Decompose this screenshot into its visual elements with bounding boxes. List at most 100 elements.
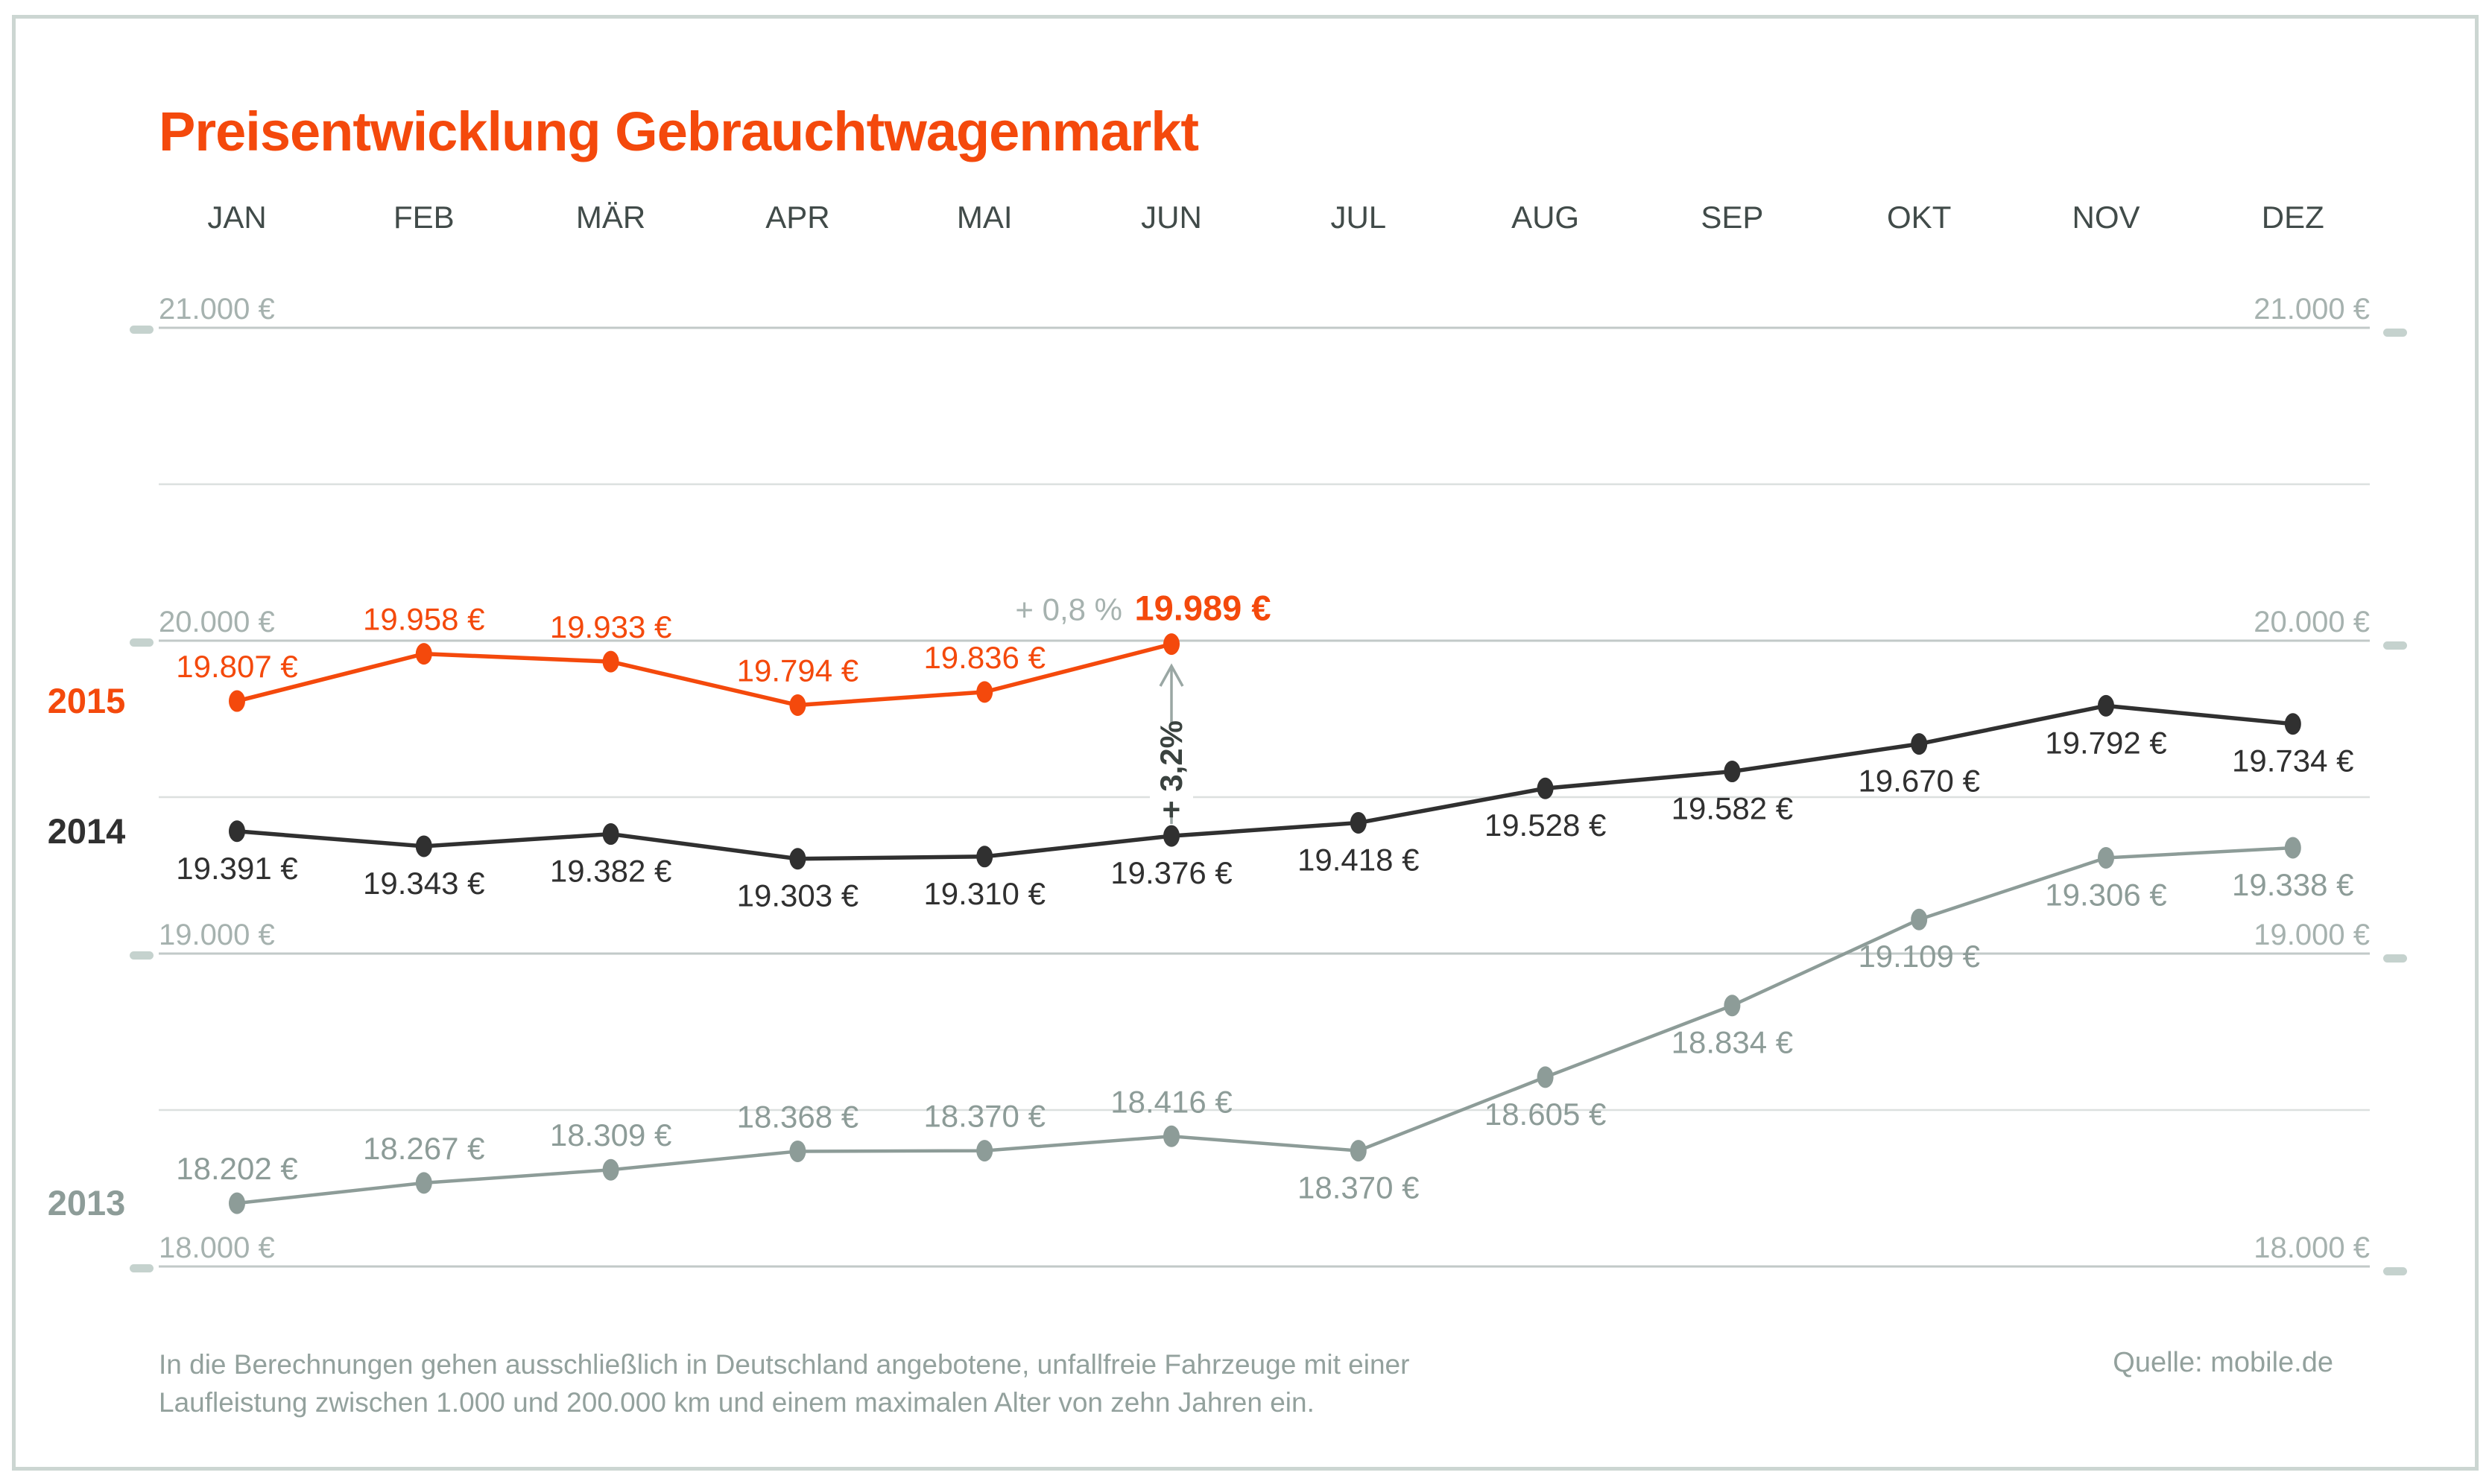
- source-credit: Quelle: mobile.de: [2113, 1347, 2333, 1378]
- value-label-2014-MÄR: 19.382 €: [550, 854, 672, 889]
- data-point-2014-DEZ: [2284, 713, 2301, 735]
- y-axis-tick-left-20000: [130, 638, 154, 647]
- data-point-2013-MÄR: [602, 1158, 619, 1181]
- mom-change-label: + 0,8 %: [1015, 592, 1122, 627]
- yoy-label-backing: [1150, 724, 1193, 815]
- data-point-2014-MÄR: [602, 823, 619, 846]
- footnote-line-2: Laufleistung zwischen 1.000 und 200.000 …: [159, 1387, 1315, 1418]
- month-label-NOV: NOV: [2072, 200, 2140, 235]
- data-point-2013-APR: [789, 1140, 806, 1162]
- value-label-2015-FEB: 19.958 €: [363, 602, 485, 637]
- value-label-2013-JUN: 18.416 €: [1110, 1084, 1233, 1119]
- month-label-MÄR: MÄR: [576, 200, 645, 235]
- data-point-2015-MAI: [976, 681, 993, 703]
- value-label-2014-FEB: 19.343 €: [363, 866, 485, 901]
- y-axis-tick-left-18000: [130, 1264, 154, 1272]
- value-label-2013-APR: 18.368 €: [737, 1099, 859, 1134]
- y-axis-label-right-20000: 20.000 €: [2254, 606, 2370, 638]
- data-point-2013-JUL: [1350, 1140, 1367, 1162]
- month-label-SEP: SEP: [1701, 200, 1763, 235]
- data-point-2015-JUN: [1163, 633, 1180, 656]
- value-label-2013-DEZ: 19.338 €: [2232, 867, 2354, 902]
- value-label-2014-DEZ: 19.734 €: [2232, 743, 2354, 779]
- value-label-2014-APR: 19.303 €: [737, 878, 859, 913]
- value-label-2015-JUN: 19.989 €: [1135, 589, 1271, 628]
- data-point-2014-SEP: [1724, 761, 1741, 783]
- month-label-JUL: JUL: [1330, 200, 1386, 235]
- month-label-OKT: OKT: [1887, 200, 1951, 235]
- data-point-2013-NOV: [2098, 846, 2114, 869]
- y-axis-label-left-21000: 21.000 €: [159, 293, 275, 326]
- y-axis-label-right-19000: 19.000 €: [2254, 919, 2370, 951]
- data-point-2013-MAI: [976, 1140, 993, 1162]
- year-label-2014: 2014: [48, 811, 126, 851]
- data-point-2013-JUN: [1163, 1125, 1180, 1147]
- value-label-2013-SEP: 18.834 €: [1672, 1025, 1794, 1060]
- value-label-2013-MAI: 18.370 €: [923, 1099, 1046, 1134]
- value-label-2014-JAN: 19.391 €: [176, 851, 298, 886]
- series-line-2014: [236, 703, 2294, 861]
- month-label-FEB: FEB: [393, 200, 455, 235]
- month-label-JAN: JAN: [207, 200, 266, 235]
- y-axis-tick-left-21000: [130, 326, 154, 334]
- value-label-2013-JAN: 18.202 €: [176, 1151, 298, 1186]
- data-point-2014-JUN: [1163, 825, 1180, 847]
- data-point-2013-DEZ: [2284, 837, 2301, 859]
- y-axis-label-right-21000: 21.000 €: [2254, 293, 2370, 326]
- y-axis-label-left-18000: 18.000 €: [159, 1231, 275, 1264]
- value-label-2015-APR: 19.794 €: [737, 653, 859, 688]
- footnote-line-1: In die Berechnungen gehen ausschließlich…: [159, 1349, 1410, 1380]
- footnote: In die Berechnungen gehen ausschließlich…: [159, 1345, 1409, 1421]
- page-title: Preisentwicklung Gebrauchtwagenmarkt: [159, 100, 1199, 162]
- y-axis-tick-right-19000: [2383, 954, 2407, 963]
- y-axis-label-right-18000: 18.000 €: [2254, 1231, 2370, 1264]
- series-line-2013: [236, 846, 2293, 1205]
- series-line-2015: [236, 641, 1172, 708]
- value-label-2013-JUL: 18.370 €: [1297, 1170, 1420, 1205]
- yoy-arrow-head: [1159, 663, 1184, 687]
- y-axis-tick-left-19000: [130, 951, 154, 960]
- data-point-2015-MÄR: [602, 650, 619, 673]
- year-label-2015: 2015: [48, 681, 126, 720]
- month-label-APR: APR: [765, 200, 829, 235]
- value-label-2015-MAI: 19.836 €: [923, 640, 1046, 675]
- data-point-2014-NOV: [2098, 694, 2114, 717]
- data-point-2014-APR: [789, 848, 806, 870]
- data-point-2013-JAN: [229, 1192, 245, 1214]
- value-label-2014-AUG: 19.528 €: [1484, 808, 1607, 843]
- value-label-2014-SEP: 19.582 €: [1672, 791, 1794, 826]
- value-label-2014-JUN: 19.376 €: [1110, 855, 1233, 890]
- data-point-2013-AUG: [1537, 1066, 1554, 1088]
- value-label-2013-OKT: 19.109 €: [1858, 939, 1980, 974]
- value-label-2015-JAN: 19.807 €: [176, 649, 298, 684]
- y-axis-label-left-19000: 19.000 €: [159, 919, 275, 951]
- value-label-2014-MAI: 19.310 €: [923, 876, 1046, 911]
- data-point-2015-FEB: [415, 643, 432, 665]
- value-label-2013-AUG: 18.605 €: [1484, 1097, 1607, 1132]
- y-axis-tick-right-20000: [2383, 641, 2407, 650]
- data-point-2014-MAI: [976, 846, 993, 868]
- y-axis-label-left-20000: 20.000 €: [159, 606, 275, 638]
- value-label-2013-NOV: 19.306 €: [2045, 877, 2167, 912]
- data-point-2013-SEP: [1724, 995, 1741, 1017]
- data-point-2014-FEB: [415, 835, 432, 857]
- data-point-2015-JAN: [229, 690, 245, 712]
- value-label-2014-JUL: 19.418 €: [1297, 842, 1420, 877]
- y-axis-tick-right-21000: [2383, 329, 2407, 337]
- year-label-2013: 2013: [48, 1183, 126, 1223]
- data-point-2014-AUG: [1537, 777, 1554, 799]
- value-label-2015-MÄR: 19.933 €: [550, 609, 672, 644]
- month-label-AUG: AUG: [1511, 200, 1579, 235]
- value-label-2014-OKT: 19.670 €: [1858, 764, 1980, 799]
- month-label-MAI: MAI: [957, 200, 1013, 235]
- data-point-2013-OKT: [1911, 908, 1928, 930]
- data-point-2014-JUL: [1350, 811, 1367, 834]
- data-point-2015-APR: [789, 694, 806, 717]
- value-label-2014-NOV: 19.792 €: [2045, 725, 2167, 760]
- data-point-2013-FEB: [415, 1172, 432, 1194]
- value-label-2013-MÄR: 18.309 €: [550, 1117, 672, 1152]
- data-point-2014-OKT: [1911, 733, 1928, 755]
- y-axis-tick-right-18000: [2383, 1267, 2407, 1275]
